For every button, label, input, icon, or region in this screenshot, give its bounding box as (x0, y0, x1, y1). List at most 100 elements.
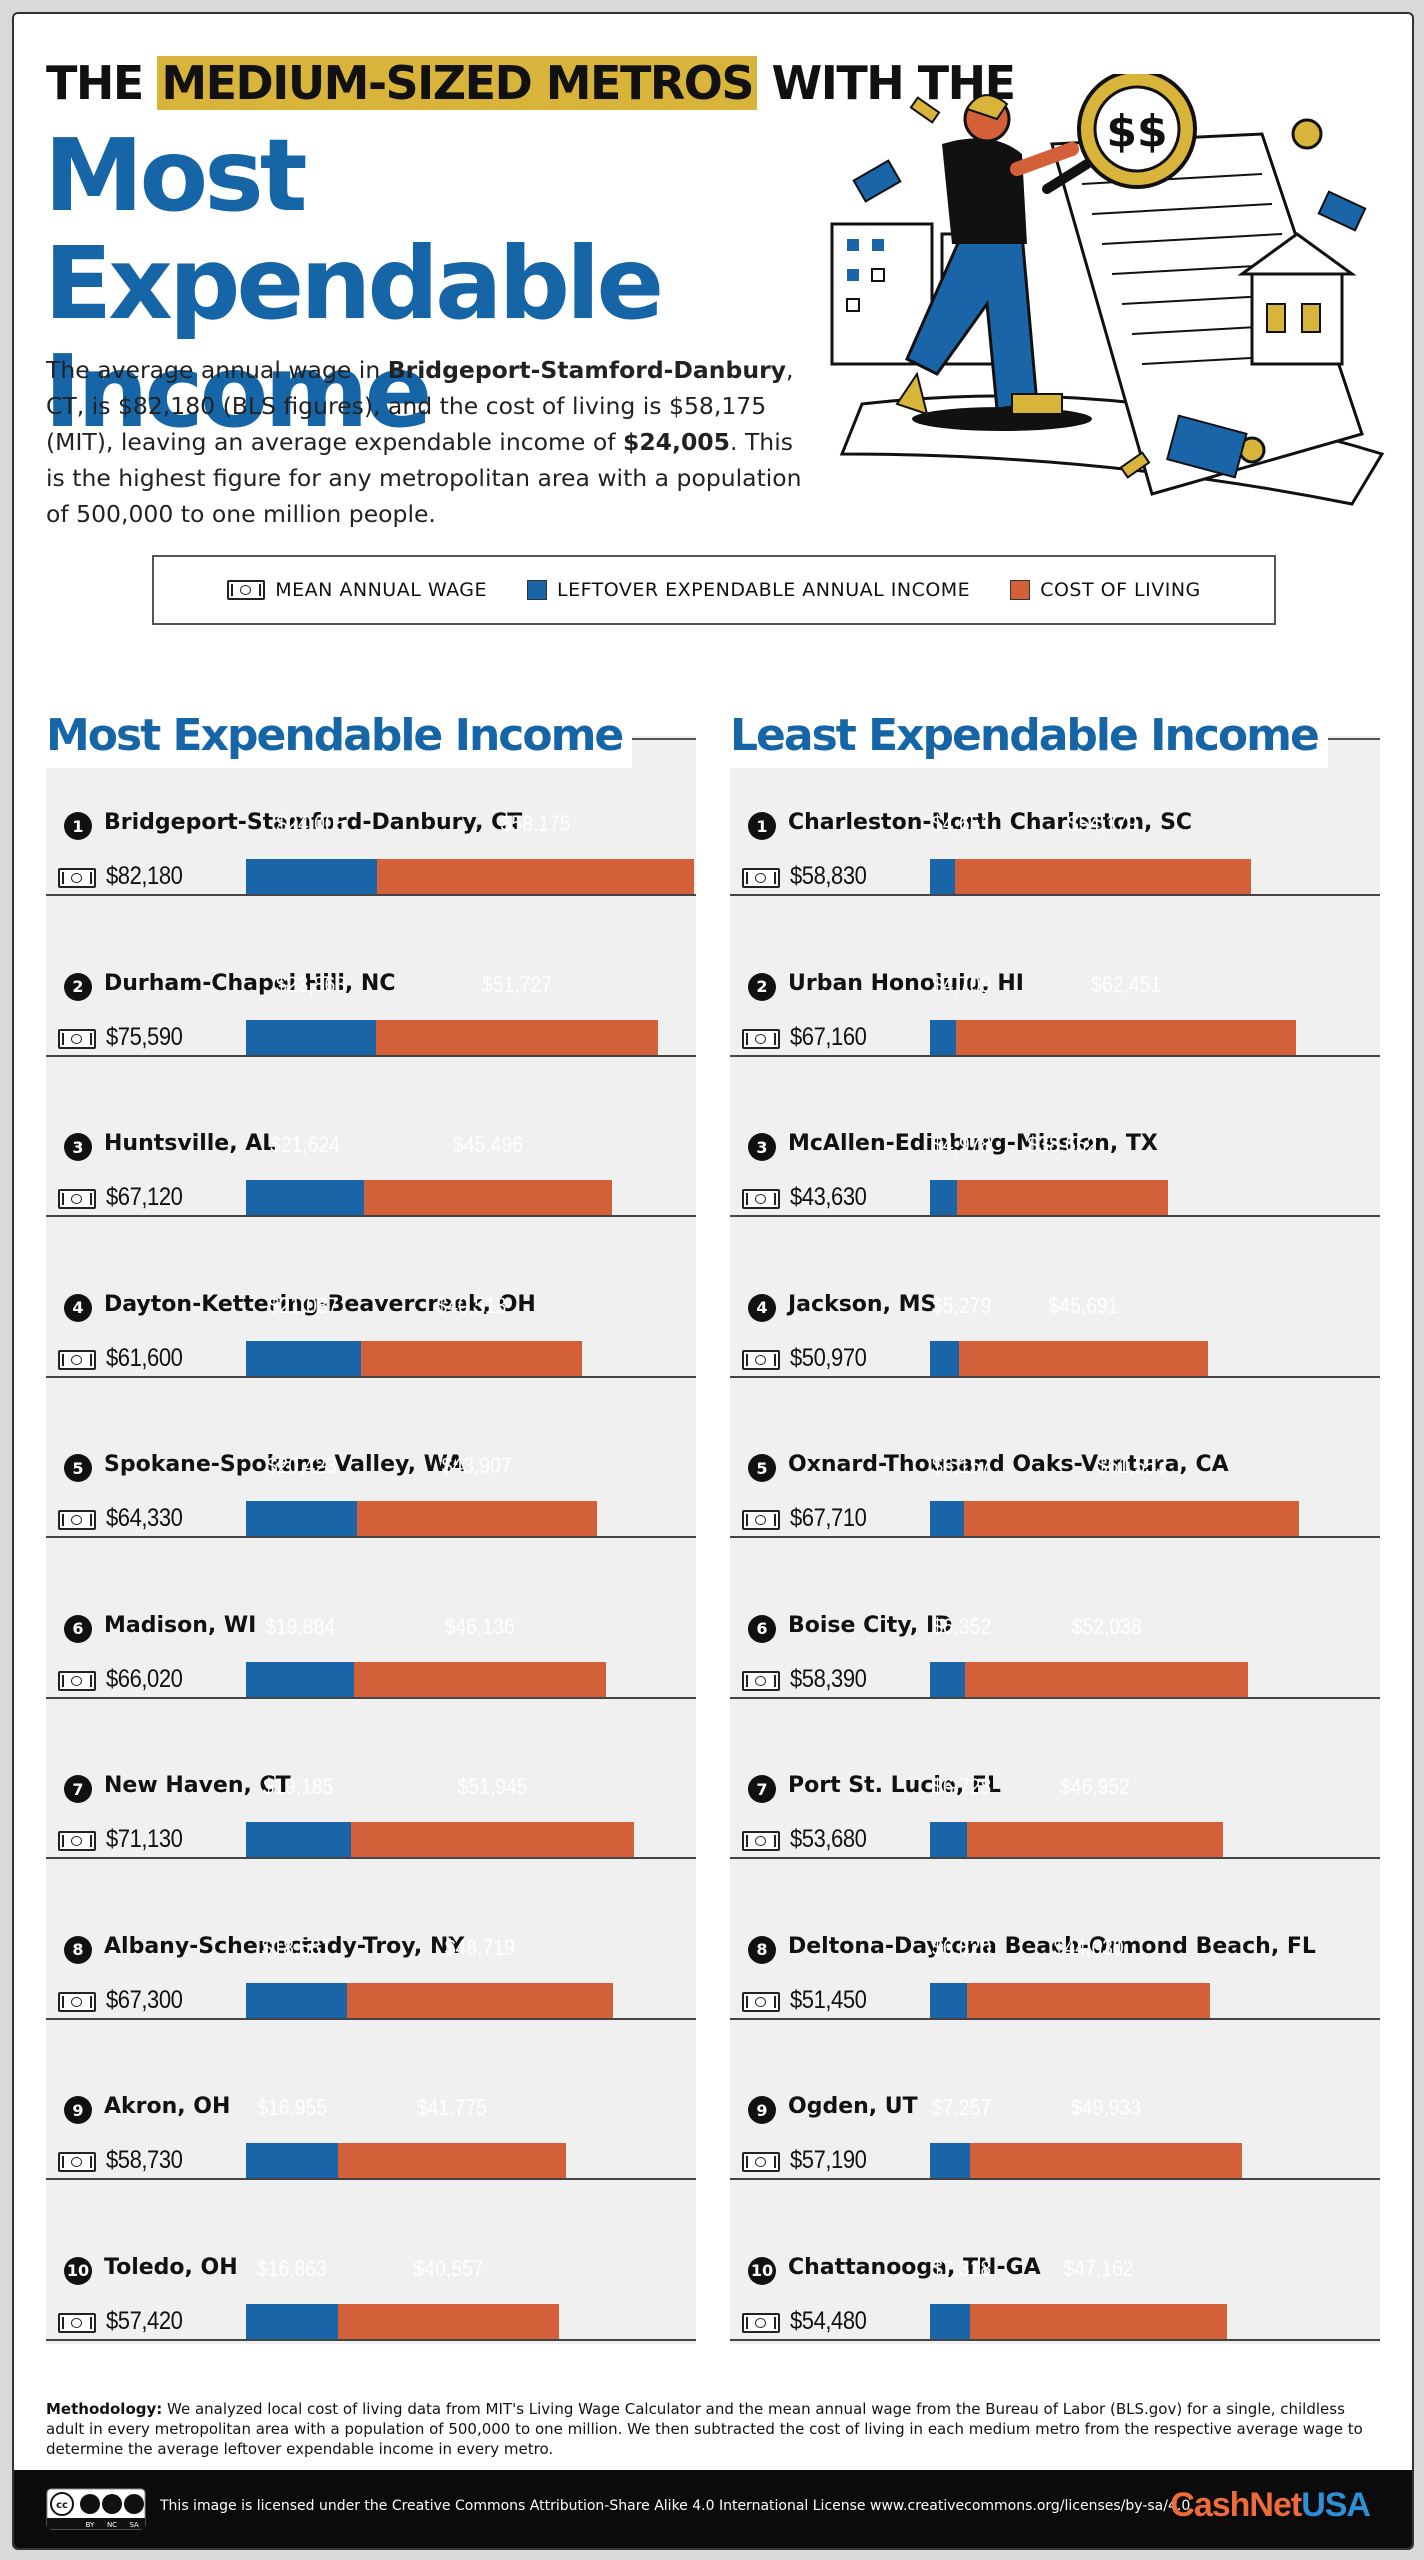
row-baseline (730, 1696, 1380, 1699)
row-baseline (46, 2178, 696, 2180)
panel-most-expendable: Most Expendable Income 1 Bridgeport-Stamf… (46, 704, 696, 2344)
metro-name: Oxnard-Thousand Oaks-Ventura, CA (788, 1452, 1229, 1477)
metro-name: Akron, OH (104, 2094, 231, 2119)
money-bill-icon (58, 2152, 96, 2172)
cost-label: $46,952 (1059, 1774, 1130, 1799)
rank-badge: 7 (64, 1775, 92, 1803)
metro-name: Toledo, OH (104, 2254, 238, 2280)
money-bill-icon (742, 1991, 780, 2012)
bar-cost (969, 2143, 1242, 2178)
leftover-label: $5,279 (932, 1292, 992, 1318)
row-baseline (46, 1696, 696, 1699)
wage-label: $66,020 (106, 1664, 183, 1693)
money-bill-icon (58, 2312, 96, 2333)
methodology-text: We analyzed local cost of living data fr… (46, 2400, 1363, 2458)
row-baseline (46, 894, 696, 896)
rank-badge: 9 (64, 2096, 92, 2124)
bar-cost (338, 2143, 567, 2178)
bar-row: 10 Toledo, OH $57,420 $16,863 $40,557 (46, 2251, 696, 2341)
cost-label: $58,175 (500, 811, 571, 836)
panel-least-expendable: Least Expendable Income 1 Charleston-Nort… (730, 704, 1380, 2344)
bar-row: 9 Akron, OH $58,730 $16,955 $41,775 (46, 2090, 696, 2180)
brand-logo: CashNetUSA (1170, 2486, 1371, 2525)
wage-label: $64,330 (106, 1504, 183, 1532)
rank-badge: 10 (64, 2256, 92, 2285)
intro-text-1: The average annual wage in (46, 356, 388, 384)
panel-background (46, 736, 696, 2344)
money-bill-icon (742, 868, 780, 888)
svg-text:cc: cc (56, 2500, 68, 2511)
wage-label: $67,710 (790, 1504, 867, 1532)
money-bill-icon (742, 2152, 780, 2172)
cost-label: $38,652 (1027, 1132, 1098, 1157)
rank-badge: 8 (64, 1935, 92, 1964)
money-bill-icon (227, 580, 266, 600)
cost-label: $48,719 (445, 1934, 516, 1960)
wage-label: $58,830 (790, 862, 867, 890)
bar-cost (350, 1822, 634, 1857)
bar-leftover (930, 1180, 958, 1215)
footer-bar: cc BY NC SA This image is licensed under… (14, 2470, 1412, 2548)
leftover-label: $4,651 (932, 811, 992, 836)
title-line-2: Income (44, 333, 432, 450)
leftover-label: $16,863 (256, 2255, 327, 2281)
rank-badge: 8 (748, 1935, 776, 1964)
metro-name: New Haven, CT (104, 1773, 291, 1798)
bar-cost (969, 2303, 1227, 2339)
rank-badge: 9 (748, 2096, 776, 2124)
money-bill-icon (742, 1028, 780, 1049)
money-bill-icon (742, 1670, 780, 1691)
leftover-label: $19,185 (263, 1774, 334, 1799)
bar-leftover (246, 2303, 338, 2339)
cost-label: $45,496 (452, 1132, 523, 1157)
bar-leftover (930, 1982, 968, 2018)
person-with-magnifying-glass-receipt-illustration: $$ (830, 74, 1385, 506)
row-baseline (730, 1215, 1380, 1217)
metro-name: Dayton-Kettering-Beavercreek, OH (104, 1291, 536, 1317)
kicker-heading: THE MEDIUM-SIZED METROS WITH THE (46, 56, 1016, 110)
legend-swatch-blue (526, 580, 547, 600)
row-baseline (46, 1536, 696, 1538)
bar-row: 6 Boise City, ID $58,390 $6,352 $52,038 (730, 1609, 1380, 1699)
intro-city: Bridgeport-Stamford-Danbury (387, 356, 786, 384)
methodology-label: Methodology: (46, 2400, 163, 2418)
metro-name: Durham-Chapel Hill, NC (104, 970, 396, 996)
money-bill-icon (742, 1510, 780, 1530)
row-baseline (46, 1215, 696, 1217)
bar-cost (958, 1340, 1208, 1376)
intro-paragraph: The average annual wage in Bridgeport-St… (46, 352, 806, 532)
bar-leftover (930, 1340, 959, 1376)
bar-cost (966, 1822, 1223, 1857)
wage-label: $75,590 (106, 1022, 183, 1051)
legend-label-wage: MEAN ANNUAL WAGE (275, 579, 487, 601)
panel-background (730, 736, 1380, 2344)
leftover-label: $21,087 (268, 1292, 339, 1318)
brand-main: CashNet (1170, 2486, 1302, 2524)
bar-row: 9 Ogden, UT $57,190 $7,257 $49,933 (730, 2090, 1380, 2180)
row-baseline (46, 1054, 696, 1057)
bar-row: 8 Albany-Schenectady-Troy, NY $67,300 $18,5… (46, 1930, 696, 2020)
rank-badge: 2 (748, 972, 776, 1001)
row-baseline (730, 1375, 1380, 1378)
page-title: Most Expendable Income (44, 122, 804, 446)
title-line-1: Most Expendable (44, 117, 664, 342)
rank-badge: 1 (748, 812, 776, 840)
bar-leftover (930, 2303, 970, 2339)
row-baseline (46, 1375, 696, 1378)
row-baseline (46, 2338, 696, 2341)
bar-row: 2 Urban Honolulu, HI $67,160 $4,709 $62,451 (730, 967, 1380, 1057)
row-baseline (730, 1536, 1380, 1538)
cost-label: $51,727 (482, 971, 553, 997)
bar-leftover (246, 1822, 351, 1857)
rank-badge: 4 (64, 1293, 92, 1322)
row-baseline (730, 1857, 1380, 1859)
wage-label: $82,180 (106, 862, 183, 890)
legend-item-leftover: LEFTOVER EXPENDABLE ANNUAL INCOME (526, 579, 970, 601)
bar-leftover (246, 1019, 377, 1055)
wage-label: $43,630 (790, 1183, 867, 1211)
bar-leftover (930, 1822, 967, 1857)
cc-label-by: BY (86, 2521, 95, 2529)
cost-label: $45,691 (1048, 1292, 1119, 1318)
bar-leftover (930, 859, 956, 894)
wage-label: $67,120 (106, 1183, 183, 1211)
